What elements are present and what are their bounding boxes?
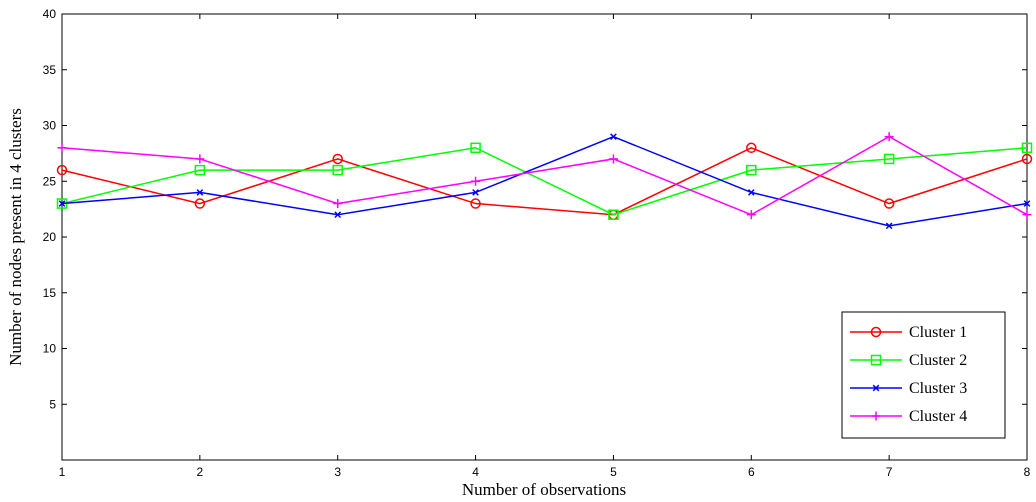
data-point-cluster-4 (195, 154, 205, 164)
y-tick-label: 40 (43, 7, 57, 21)
data-point-cluster-3 (747, 189, 755, 196)
data-point-cluster-3 (58, 200, 66, 207)
data-point-cluster-1 (56, 164, 68, 176)
series-layer (56, 132, 1033, 230)
data-point-cluster-2 (746, 164, 757, 176)
data-point-cluster-2 (194, 164, 206, 176)
series-line-cluster-2 (61, 147, 1028, 216)
legend-marker (870, 326, 882, 338)
data-point-cluster-4 (333, 199, 343, 209)
data-point-cluster-1 (1021, 153, 1033, 165)
data-point-cluster-3 (334, 211, 342, 219)
data-point-cluster-1 (746, 142, 757, 154)
y-tick-label: 5 (49, 397, 56, 411)
data-point-cluster-4 (608, 154, 618, 164)
legend-marker (870, 354, 882, 366)
data-point-cluster-4 (471, 176, 481, 186)
data-point-cluster-3 (196, 189, 204, 196)
legend-label: Cluster 4 (909, 408, 967, 425)
legend-box (841, 311, 1006, 439)
data-point-cluster-1 (883, 198, 895, 209)
y-tick-label: 30 (43, 119, 57, 133)
legend-label: Cluster 2 (909, 352, 967, 369)
x-tick-label: 3 (334, 465, 341, 479)
x-axis-label: Number of observations (462, 480, 626, 499)
data-point-cluster-3 (472, 189, 479, 196)
legend-marker (871, 411, 881, 421)
data-point-cluster-4 (57, 143, 67, 153)
y-axis-label: Number of nodes present in 4 clusters (6, 108, 25, 366)
legend-label: Cluster 1 (909, 324, 967, 341)
data-point-cluster-4 (884, 132, 894, 142)
legend-marker (872, 384, 880, 392)
x-tick-label: 2 (197, 465, 204, 479)
data-point-cluster-1 (470, 198, 481, 209)
data-point-cluster-2 (1021, 142, 1033, 154)
series-line-cluster-3 (61, 135, 1028, 227)
data-point-cluster-2 (470, 142, 481, 154)
y-tick-label: 15 (43, 286, 57, 300)
data-point-cluster-1 (194, 198, 206, 209)
x-tick-label: 5 (610, 465, 617, 479)
legend-label: Cluster 3 (909, 380, 967, 397)
y-tick-label: 25 (43, 174, 57, 188)
x-tick-label: 7 (886, 465, 893, 479)
data-point-cluster-3 (610, 133, 617, 140)
y-tick-label: 10 (43, 342, 57, 356)
data-point-cluster-3 (885, 222, 893, 230)
data-point-cluster-3 (1023, 200, 1031, 207)
x-tick-label: 6 (748, 465, 755, 479)
series-line-cluster-4 (61, 135, 1028, 216)
data-point-cluster-4 (746, 210, 756, 220)
x-tick-label: 8 (1024, 465, 1031, 479)
axis-ticks: 1 2 3 4 5 6 7 8 5 10 15 20 25 30 35 40 (43, 7, 1031, 479)
legend: Cluster 1 Cluster 2 Cluster 3 Cluster 4 (841, 311, 1006, 439)
y-tick-label: 35 (43, 63, 57, 77)
data-point-cluster-2 (608, 209, 619, 220)
data-point-cluster-2 (883, 153, 895, 165)
data-point-cluster-1 (332, 153, 343, 165)
data-point-cluster-2 (332, 164, 343, 176)
y-tick-label: 20 (43, 230, 57, 244)
x-tick-label: 4 (472, 465, 479, 479)
x-tick-label: 1 (59, 465, 66, 479)
data-point-cluster-4 (1022, 210, 1032, 220)
